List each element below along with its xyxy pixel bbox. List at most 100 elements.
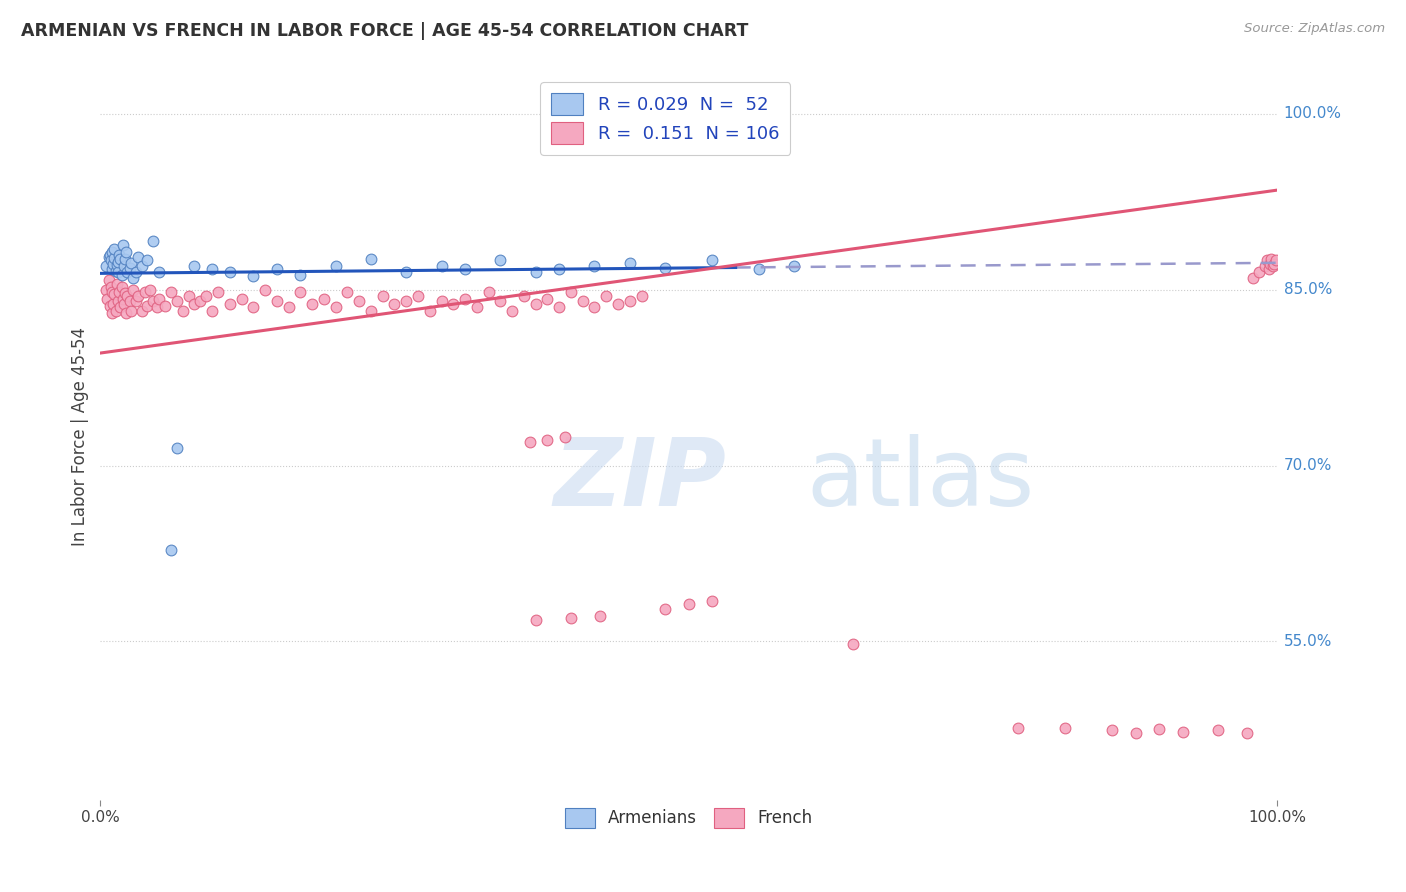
Point bbox=[148, 265, 170, 279]
Point bbox=[183, 260, 205, 274]
Text: ARMENIAN VS FRENCH IN LABOR FORCE | AGE 45-54 CORRELATION CHART: ARMENIAN VS FRENCH IN LABOR FORCE | AGE … bbox=[21, 22, 748, 40]
Point bbox=[117, 265, 139, 279]
Point bbox=[108, 247, 131, 261]
Point bbox=[242, 268, 264, 283]
Point bbox=[105, 277, 128, 291]
Point bbox=[524, 265, 547, 279]
Point bbox=[231, 292, 253, 306]
Text: 100.0%: 100.0% bbox=[1284, 106, 1341, 121]
Point bbox=[127, 288, 149, 302]
Point bbox=[100, 253, 122, 268]
Point bbox=[124, 294, 146, 309]
Point bbox=[700, 253, 723, 268]
Point bbox=[160, 285, 183, 299]
Point bbox=[513, 288, 536, 302]
Point bbox=[117, 288, 139, 302]
Point bbox=[96, 292, 118, 306]
Point bbox=[114, 286, 136, 301]
Point bbox=[103, 251, 125, 265]
Point bbox=[103, 297, 125, 311]
Point bbox=[301, 297, 323, 311]
Point bbox=[103, 257, 125, 271]
Point bbox=[104, 304, 127, 318]
Legend: Armenians, French: Armenians, French bbox=[558, 801, 818, 835]
Text: 55.0%: 55.0% bbox=[1284, 634, 1331, 648]
Point bbox=[166, 294, 188, 309]
Point bbox=[108, 285, 131, 299]
Point bbox=[571, 294, 593, 309]
Point bbox=[1257, 261, 1279, 276]
Point bbox=[560, 285, 582, 299]
Point bbox=[371, 288, 394, 302]
Point bbox=[560, 611, 582, 625]
Point bbox=[103, 287, 125, 301]
Point bbox=[1260, 252, 1282, 267]
Point bbox=[100, 280, 122, 294]
Point bbox=[678, 597, 700, 611]
Point bbox=[395, 265, 418, 279]
Point bbox=[153, 299, 176, 313]
Y-axis label: In Labor Force | Age 45-54: In Labor Force | Age 45-54 bbox=[72, 326, 89, 546]
Point bbox=[384, 297, 406, 311]
Point bbox=[312, 292, 335, 306]
Point bbox=[110, 301, 132, 315]
Point bbox=[748, 261, 770, 276]
Point bbox=[107, 254, 129, 268]
Point bbox=[1258, 257, 1281, 271]
Point bbox=[98, 299, 121, 313]
Point bbox=[630, 288, 652, 302]
Point bbox=[489, 253, 512, 268]
Point bbox=[110, 252, 132, 267]
Point bbox=[101, 285, 124, 299]
Point bbox=[654, 601, 676, 615]
Point bbox=[96, 260, 118, 274]
Text: Source: ZipAtlas.com: Source: ZipAtlas.com bbox=[1244, 22, 1385, 36]
Point bbox=[360, 304, 382, 318]
Point bbox=[122, 271, 145, 285]
Point bbox=[266, 294, 288, 309]
Point bbox=[548, 261, 571, 276]
Point bbox=[325, 301, 347, 315]
Point bbox=[441, 297, 464, 311]
Point bbox=[97, 273, 120, 287]
Point bbox=[131, 304, 153, 318]
Point bbox=[103, 242, 125, 256]
Point bbox=[107, 294, 129, 309]
Point bbox=[1254, 260, 1277, 274]
Point bbox=[207, 285, 229, 299]
Point bbox=[290, 285, 312, 299]
Point bbox=[1249, 265, 1271, 279]
Point bbox=[489, 294, 512, 309]
Point bbox=[419, 304, 441, 318]
Point bbox=[120, 256, 142, 270]
Point bbox=[454, 292, 477, 306]
Point bbox=[583, 260, 606, 274]
Point bbox=[242, 301, 264, 315]
Point bbox=[112, 260, 135, 274]
Point bbox=[524, 297, 547, 311]
Point bbox=[110, 280, 132, 294]
Point bbox=[589, 608, 612, 623]
Point bbox=[465, 301, 488, 315]
Point bbox=[101, 306, 124, 320]
Point bbox=[124, 265, 146, 279]
Point bbox=[110, 268, 132, 282]
Point bbox=[1054, 721, 1077, 735]
Text: atlas: atlas bbox=[806, 434, 1035, 526]
Point bbox=[406, 288, 429, 302]
Point bbox=[325, 260, 347, 274]
Text: 85.0%: 85.0% bbox=[1284, 282, 1331, 297]
Point bbox=[115, 245, 138, 260]
Point bbox=[501, 304, 523, 318]
Point bbox=[842, 637, 865, 651]
Point bbox=[595, 288, 617, 302]
Point bbox=[101, 245, 124, 260]
Point bbox=[1206, 723, 1229, 738]
Point bbox=[395, 294, 418, 309]
Point bbox=[118, 294, 141, 309]
Point bbox=[1263, 257, 1285, 271]
Point bbox=[201, 261, 224, 276]
Point bbox=[524, 613, 547, 627]
Point bbox=[266, 261, 288, 276]
Point bbox=[519, 435, 541, 450]
